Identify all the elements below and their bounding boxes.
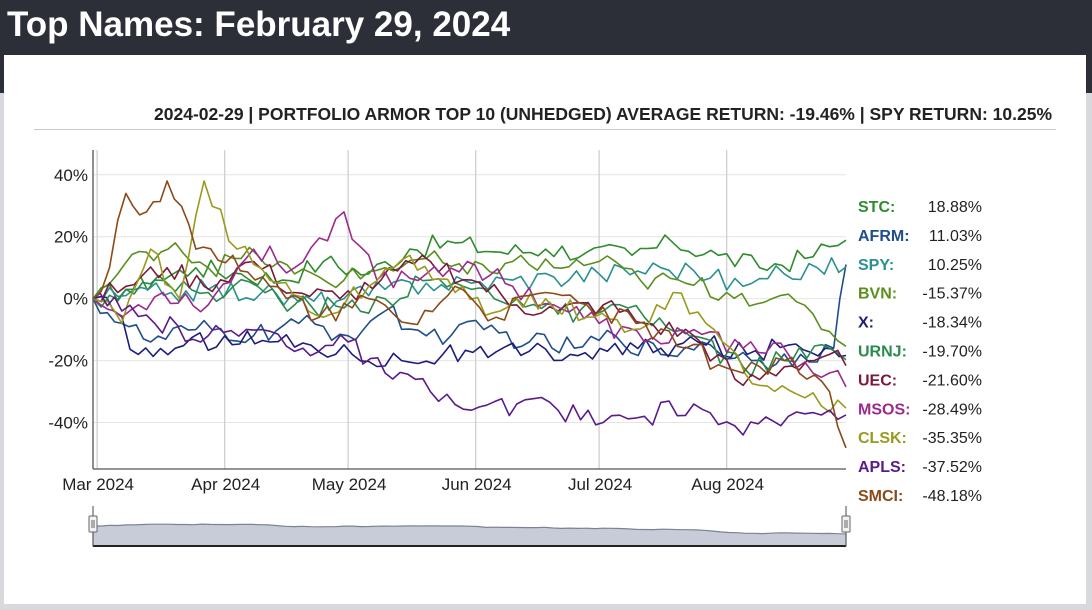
legend-value: 10.25% [928, 257, 982, 274]
series-line-urnj[interactable] [92, 274, 847, 378]
header-divider [34, 129, 1056, 130]
x-axis-tick-labels: Mar 2024 Apr 2024 May 2024 Jun 2024 Jul 2024… [62, 475, 764, 494]
legend-symbol: UEC: [858, 372, 897, 389]
legend-symbol: SPY: [858, 257, 894, 274]
series-line-smci[interactable] [92, 180, 847, 449]
series-line-bvn[interactable] [92, 242, 847, 347]
legend-item-clsk[interactable]: CLSK: -35.35% [858, 430, 982, 447]
legend-item-uec[interactable]: UEC: -21.60% [858, 372, 982, 389]
page-title: Top Names: February 29, 2024 [7, 5, 511, 44]
legend-symbol: BVN: [858, 286, 897, 303]
legend-value: 11.03% [929, 228, 982, 245]
legend-symbol: STC: [858, 199, 895, 216]
y-tick-label: 20% [54, 228, 88, 247]
legend-value: -48.18% [922, 488, 982, 505]
legend-item-smci[interactable]: SMCI: -48.18% [858, 488, 982, 505]
x-tick-label: May 2024 [312, 475, 387, 494]
legend-item-spy[interactable]: SPY: 10.25% [858, 257, 982, 274]
legend-item-stc[interactable]: STC: 18.88% [858, 199, 982, 216]
legend-value: -21.60% [922, 372, 982, 389]
x-tick-label: Aug 2024 [691, 475, 764, 494]
legend-item-msos[interactable]: MSOS: -28.49% [858, 401, 982, 418]
series-line-uec[interactable] [92, 254, 847, 387]
legend-value: -37.52% [922, 459, 982, 476]
y-tick-label: 40% [54, 166, 88, 185]
legend-item-bvn[interactable]: BVN: -15.37% [858, 286, 982, 303]
legend-symbol: AFRM: [858, 228, 910, 245]
legend: STC: 18.88% AFRM: 11.03% SPY: 10.25% BVN: -15.3… [858, 199, 982, 505]
legend-symbol: MSOS: [858, 401, 910, 418]
navigator-series-area [92, 523, 847, 547]
navigator-left-handle[interactable] [88, 515, 98, 533]
legend-item-apls[interactable]: APLS: -37.52% [858, 459, 982, 476]
chart-axes [92, 150, 846, 470]
legend-value: -18.34% [922, 315, 982, 332]
legend-item-afrm[interactable]: AFRM: 11.03% [858, 228, 982, 245]
x-tick-label: Jul 2024 [568, 475, 632, 494]
series-line-msos[interactable] [92, 211, 847, 388]
chart-header: 2024-02-29 | PORTFOLIO ARMOR TOP 10 (UNH… [154, 104, 1052, 124]
legend-item-x[interactable]: X: -18.34% [858, 315, 982, 332]
legend-symbol: X: [858, 315, 874, 332]
legend-value: -19.70% [922, 344, 982, 361]
legend-value: 18.88% [928, 199, 982, 216]
series-lines [92, 180, 847, 449]
legend-value: -28.49% [922, 401, 982, 418]
x-tick-label: Jun 2024 [442, 475, 512, 494]
legend-value: -35.35% [922, 430, 982, 447]
legend-value: -15.37% [922, 286, 982, 303]
legend-symbol: SMCI: [858, 488, 903, 505]
grid-lines [93, 150, 846, 469]
legend-item-urnj[interactable]: URNJ: -19.70% [858, 344, 982, 361]
series-line-apls[interactable] [92, 292, 847, 436]
x-tick-label: Apr 2024 [191, 475, 260, 494]
y-tick-label: 0% [63, 290, 88, 309]
legend-symbol: APLS: [858, 459, 906, 476]
range-navigator[interactable] [88, 506, 851, 547]
series-line-stc[interactable] [92, 234, 847, 302]
legend-symbol: URNJ: [858, 344, 907, 361]
y-axis-tick-labels: 40% 20% 0% -20% -40% [48, 166, 88, 433]
navigator-right-handle[interactable] [841, 515, 851, 533]
series-line-x[interactable] [92, 295, 847, 368]
x-tick-label: Mar 2024 [62, 475, 134, 494]
y-tick-label: -20% [48, 352, 88, 371]
y-tick-label: -40% [48, 414, 88, 433]
legend-symbol: CLSK: [858, 430, 907, 447]
